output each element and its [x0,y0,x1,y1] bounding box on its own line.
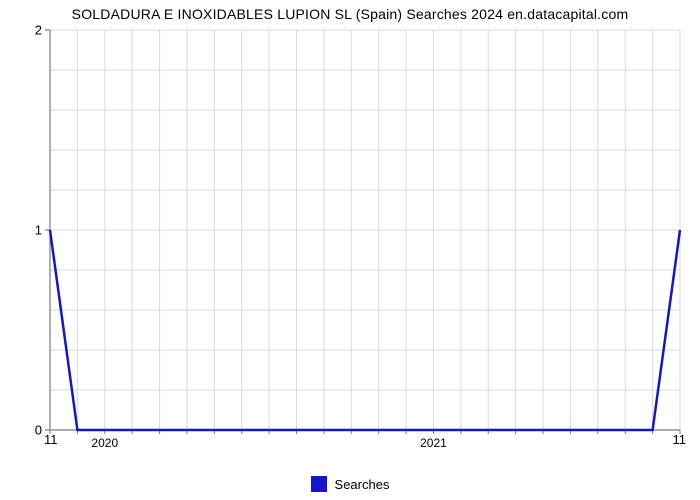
legend-label: Searches [335,477,390,492]
corner-label-right: 11 [673,432,687,447]
corner-label-left: 11 [44,432,58,447]
plot-area: 0 1 2 2020 2021 11 11 [50,30,680,430]
x-tick-label-2021: 2021 [420,430,447,450]
legend: Searches [0,476,700,492]
legend-swatch [311,476,327,492]
plot-svg [50,30,680,430]
chart-container: SOLDADURA E INOXIDABLES LUPION SL (Spain… [0,0,700,500]
y-tick-2: 2 [35,23,50,38]
chart-title: SOLDADURA E INOXIDABLES LUPION SL (Spain… [0,0,700,22]
x-tick-label-2020: 2020 [91,430,118,450]
y-tick-1: 1 [35,223,50,238]
